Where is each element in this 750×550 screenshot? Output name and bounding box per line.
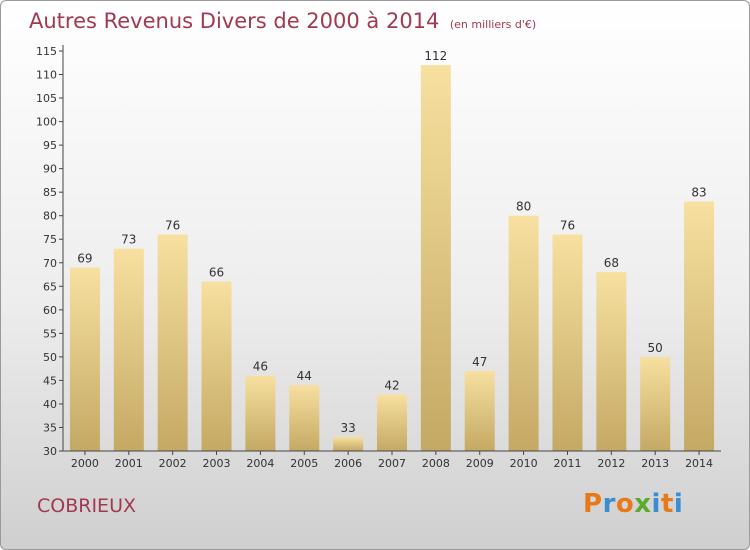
- y-tick-label: 95: [43, 139, 57, 152]
- x-tick-label-2006: 2006: [334, 457, 362, 470]
- data-label-2005: 44: [297, 369, 312, 383]
- y-tick-label: 30: [43, 445, 57, 458]
- x-tick-label-2002: 2002: [159, 457, 187, 470]
- bar-2007: [377, 394, 407, 451]
- y-tick-label: 70: [43, 257, 57, 270]
- data-label-2003: 66: [209, 266, 224, 280]
- data-label-2009: 47: [472, 355, 487, 369]
- chart-subtitle: (en milliers d'€): [449, 18, 537, 31]
- y-tick-label: 115: [36, 45, 57, 58]
- y-tick-label: 60: [43, 304, 57, 317]
- logo-letter: r: [602, 489, 616, 519]
- data-label-2001: 73: [121, 233, 136, 247]
- y-tick-label: 35: [43, 421, 57, 434]
- data-label-2006: 33: [340, 421, 355, 435]
- data-label-2010: 80: [516, 200, 531, 214]
- bar-2013: [640, 356, 671, 451]
- data-label-2007: 42: [384, 379, 399, 393]
- x-tick-label-2010: 2010: [510, 457, 538, 470]
- bar-2014: [684, 201, 715, 451]
- bar-2005: [289, 385, 320, 451]
- bar-2002: [157, 234, 188, 451]
- bar-2006: [333, 436, 364, 451]
- bar-2011: [552, 234, 583, 451]
- y-tick-label: 100: [36, 116, 57, 129]
- logo-letter: i: [673, 489, 684, 519]
- bar-2001: [113, 248, 144, 451]
- y-tick-label: 40: [43, 398, 57, 411]
- logo-letter: P: [583, 489, 603, 519]
- data-label-2012: 68: [604, 256, 619, 270]
- y-tick-label: 45: [43, 374, 57, 387]
- y-tick-label: 90: [43, 163, 57, 176]
- x-tick-label-2001: 2001: [115, 457, 143, 470]
- logo-letter: t: [660, 489, 674, 519]
- y-tick-label: 80: [43, 210, 57, 223]
- y-tick-label: 50: [43, 351, 57, 364]
- y-tick-label: 75: [43, 233, 57, 246]
- logo-letter: o: [615, 489, 635, 519]
- bar-2000: [69, 267, 100, 451]
- chart-title: Autres Revenus Divers de 2000 à 2014: [29, 9, 440, 33]
- bar-2004: [245, 375, 276, 451]
- x-tick-label-2000: 2000: [71, 457, 99, 470]
- x-tick-label-2004: 2004: [246, 457, 274, 470]
- y-tick-label: 110: [36, 69, 57, 82]
- logo-letter: x: [634, 489, 652, 519]
- x-tick-label-2012: 2012: [597, 457, 625, 470]
- y-axis: 30 35 40 45 50 55 60 65 70 75 80 85 90 95 100 105 110 115: [36, 45, 64, 458]
- data-label-2000: 69: [77, 251, 92, 265]
- data-label-2013: 50: [648, 341, 663, 355]
- data-label-2011: 76: [560, 219, 575, 233]
- x-tick-label-2013: 2013: [641, 457, 669, 470]
- data-label-2014: 83: [691, 186, 706, 200]
- bar-2008: [420, 65, 451, 451]
- x-tick-label-2005: 2005: [290, 457, 318, 470]
- y-tick-label: 85: [43, 186, 57, 199]
- x-tick-label-2014: 2014: [685, 457, 713, 470]
- data-label-2004: 46: [253, 360, 268, 374]
- y-tick-label: 55: [43, 327, 57, 340]
- title-row: Autres Revenus Divers de 2000 à 2014 (en…: [29, 9, 536, 33]
- bar-2010: [508, 215, 539, 451]
- x-tick-label-2009: 2009: [466, 457, 494, 470]
- data-label-2008: 112: [424, 49, 447, 63]
- data-label-2002: 76: [165, 219, 180, 233]
- bar-2009: [464, 371, 495, 451]
- bar-2012: [596, 272, 627, 451]
- x-tick-label-2011: 2011: [553, 457, 581, 470]
- x-tick-label-2007: 2007: [378, 457, 406, 470]
- bars: 69 73 76 66 46 44 33 42 112 47 80 76 68 50 83: [69, 49, 715, 451]
- x-tick-label-2003: 2003: [203, 457, 231, 470]
- x-axis: 2000 2001 2002 2003 2004 2005 2006 2007 2008 2009…: [63, 450, 721, 470]
- logo-letter: i: [651, 489, 661, 519]
- commune-name: COBRIEUX: [37, 495, 136, 517]
- bar-2003: [201, 281, 232, 451]
- x-tick-label-2008: 2008: [422, 457, 450, 470]
- y-tick-label: 105: [36, 92, 57, 105]
- y-tick-label: 65: [43, 280, 57, 293]
- proxiti-logo: Proxiti: [583, 489, 683, 519]
